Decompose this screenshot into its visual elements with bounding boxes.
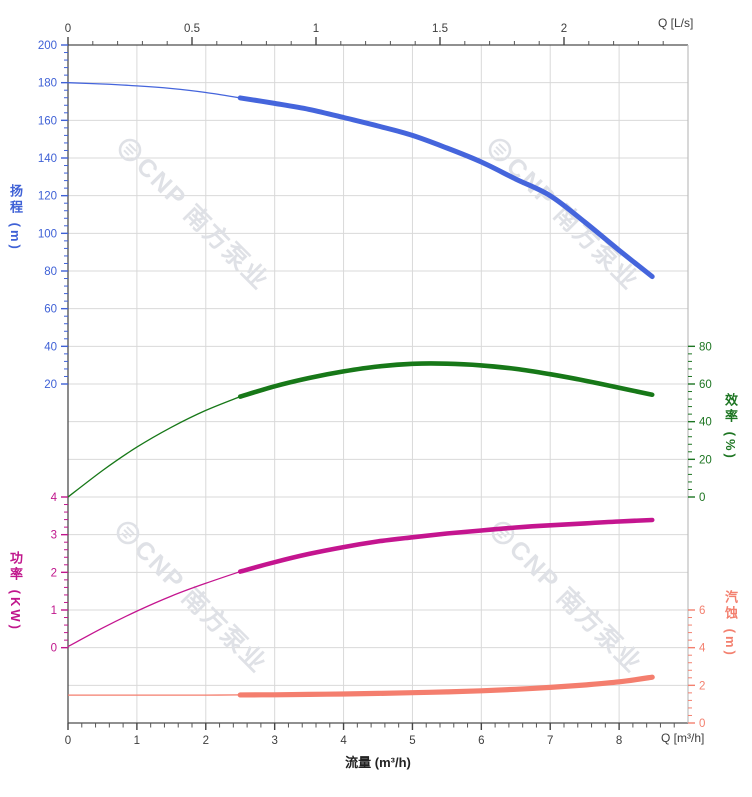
head-tick-label: 160 xyxy=(38,115,57,127)
efficiency-axis-title: 效率 (%) xyxy=(723,393,738,461)
bottom-tick-label: 1 xyxy=(134,735,140,747)
top-tick-label: 0 xyxy=(65,23,71,35)
top-tick-label: 1 xyxy=(313,23,319,35)
bottom-axis-ticks: 0 1 2 3 4 5 6 7 8 xyxy=(65,723,675,747)
cnp-logo-icon xyxy=(493,143,507,157)
top-tick-label: 1.5 xyxy=(432,23,448,35)
cnp-logo-icon xyxy=(488,138,512,162)
bottom-tick-label: 2 xyxy=(203,735,209,747)
npsh-curve xyxy=(237,674,655,698)
watermark: CNP 南方泵业 xyxy=(491,521,648,679)
top-tick-label: 0.5 xyxy=(184,23,200,35)
power-axis-ticks: 4 3 2 1 0 xyxy=(51,492,68,655)
cnp-logo-icon xyxy=(123,143,137,157)
head-tick-label: 120 xyxy=(38,191,57,203)
head-tick-label: 100 xyxy=(38,228,57,240)
npsh-tick-label: 6 xyxy=(699,605,705,617)
eff-tick-label: 0 xyxy=(699,492,705,504)
head-tick-label: 60 xyxy=(44,304,57,316)
power-curve-thin xyxy=(67,570,241,648)
watermark-layer: CNP 南方泵业 CNP 南方泵业 CNP 南方泵业 CNP 南方泵业 xyxy=(116,138,648,679)
top-tick-label: 2 xyxy=(561,23,567,35)
bottom-tick-label: 7 xyxy=(547,735,553,747)
npsh-axis-ticks: 6 4 2 0 xyxy=(688,605,706,730)
gridlines xyxy=(68,45,688,723)
npsh-tick-label: 4 xyxy=(699,643,706,655)
bottom-axis-unit-label: Q [m³/h] xyxy=(661,731,705,745)
bottom-tick-label: 8 xyxy=(616,735,622,747)
npsh-tick-label: 0 xyxy=(699,718,705,730)
head-axis-ticks: 200 180 160 140 120 100 80 60 40 20 xyxy=(38,40,68,391)
bottom-tick-label: 3 xyxy=(271,735,277,747)
bottom-tick-label: 6 xyxy=(478,735,484,747)
head-curve-thin xyxy=(67,82,241,99)
head-axis-title: 扬程 (m) xyxy=(8,184,23,252)
power-tick-label: 0 xyxy=(51,643,57,655)
eff-curve-thin xyxy=(67,395,241,498)
head-tick-label: 140 xyxy=(38,153,57,165)
eff-tick-label: 80 xyxy=(699,341,712,353)
power-axis-title: 功率 (KW) xyxy=(8,551,23,632)
eff-curve xyxy=(237,361,655,399)
bottom-tick-label: 0 xyxy=(65,735,71,747)
eff-tick-label: 20 xyxy=(699,454,712,466)
power-curve xyxy=(237,517,655,574)
npsh-tick-label: 2 xyxy=(699,680,705,692)
power-tick-label: 2 xyxy=(51,567,57,579)
head-tick-label: 180 xyxy=(38,78,57,90)
cnp-logo-icon xyxy=(118,138,142,162)
bottom-tick-label: 5 xyxy=(409,735,415,747)
eff-tick-label: 40 xyxy=(699,417,712,429)
cnp-logo-icon xyxy=(121,526,135,540)
power-tick-label: 3 xyxy=(51,530,57,542)
power-tick-label: 1 xyxy=(51,605,57,617)
head-tick-label: 20 xyxy=(44,379,57,391)
x-axis-title: 流量 (m³/h) xyxy=(345,755,411,770)
eff-tick-label: 60 xyxy=(699,379,712,391)
npsh-axis-title: 汽蚀 (m) xyxy=(723,590,738,658)
top-axis-ticks: 0 0.5 1 1.5 2 xyxy=(65,23,664,45)
watermark-text: CNP 南方泵业 xyxy=(501,151,645,295)
head-curve xyxy=(237,95,655,280)
bottom-tick-label: 4 xyxy=(340,735,347,747)
watermark-text: CNP 南方泵业 xyxy=(504,534,648,678)
cnp-logo-icon xyxy=(116,521,140,545)
head-tick-label: 80 xyxy=(44,266,57,278)
top-axis-unit-label: Q [L/s] xyxy=(658,16,694,30)
watermark-text: CNP 南方泵业 xyxy=(131,151,275,295)
eff-axis-ticks: 80 60 40 20 0 xyxy=(688,341,712,504)
head-tick-label: 40 xyxy=(44,341,57,353)
power-tick-label: 4 xyxy=(51,492,58,504)
head-tick-label: 200 xyxy=(38,40,57,52)
watermark: CNP 南方泵业 xyxy=(116,521,273,679)
watermark-text: CNP 南方泵业 xyxy=(129,534,273,678)
